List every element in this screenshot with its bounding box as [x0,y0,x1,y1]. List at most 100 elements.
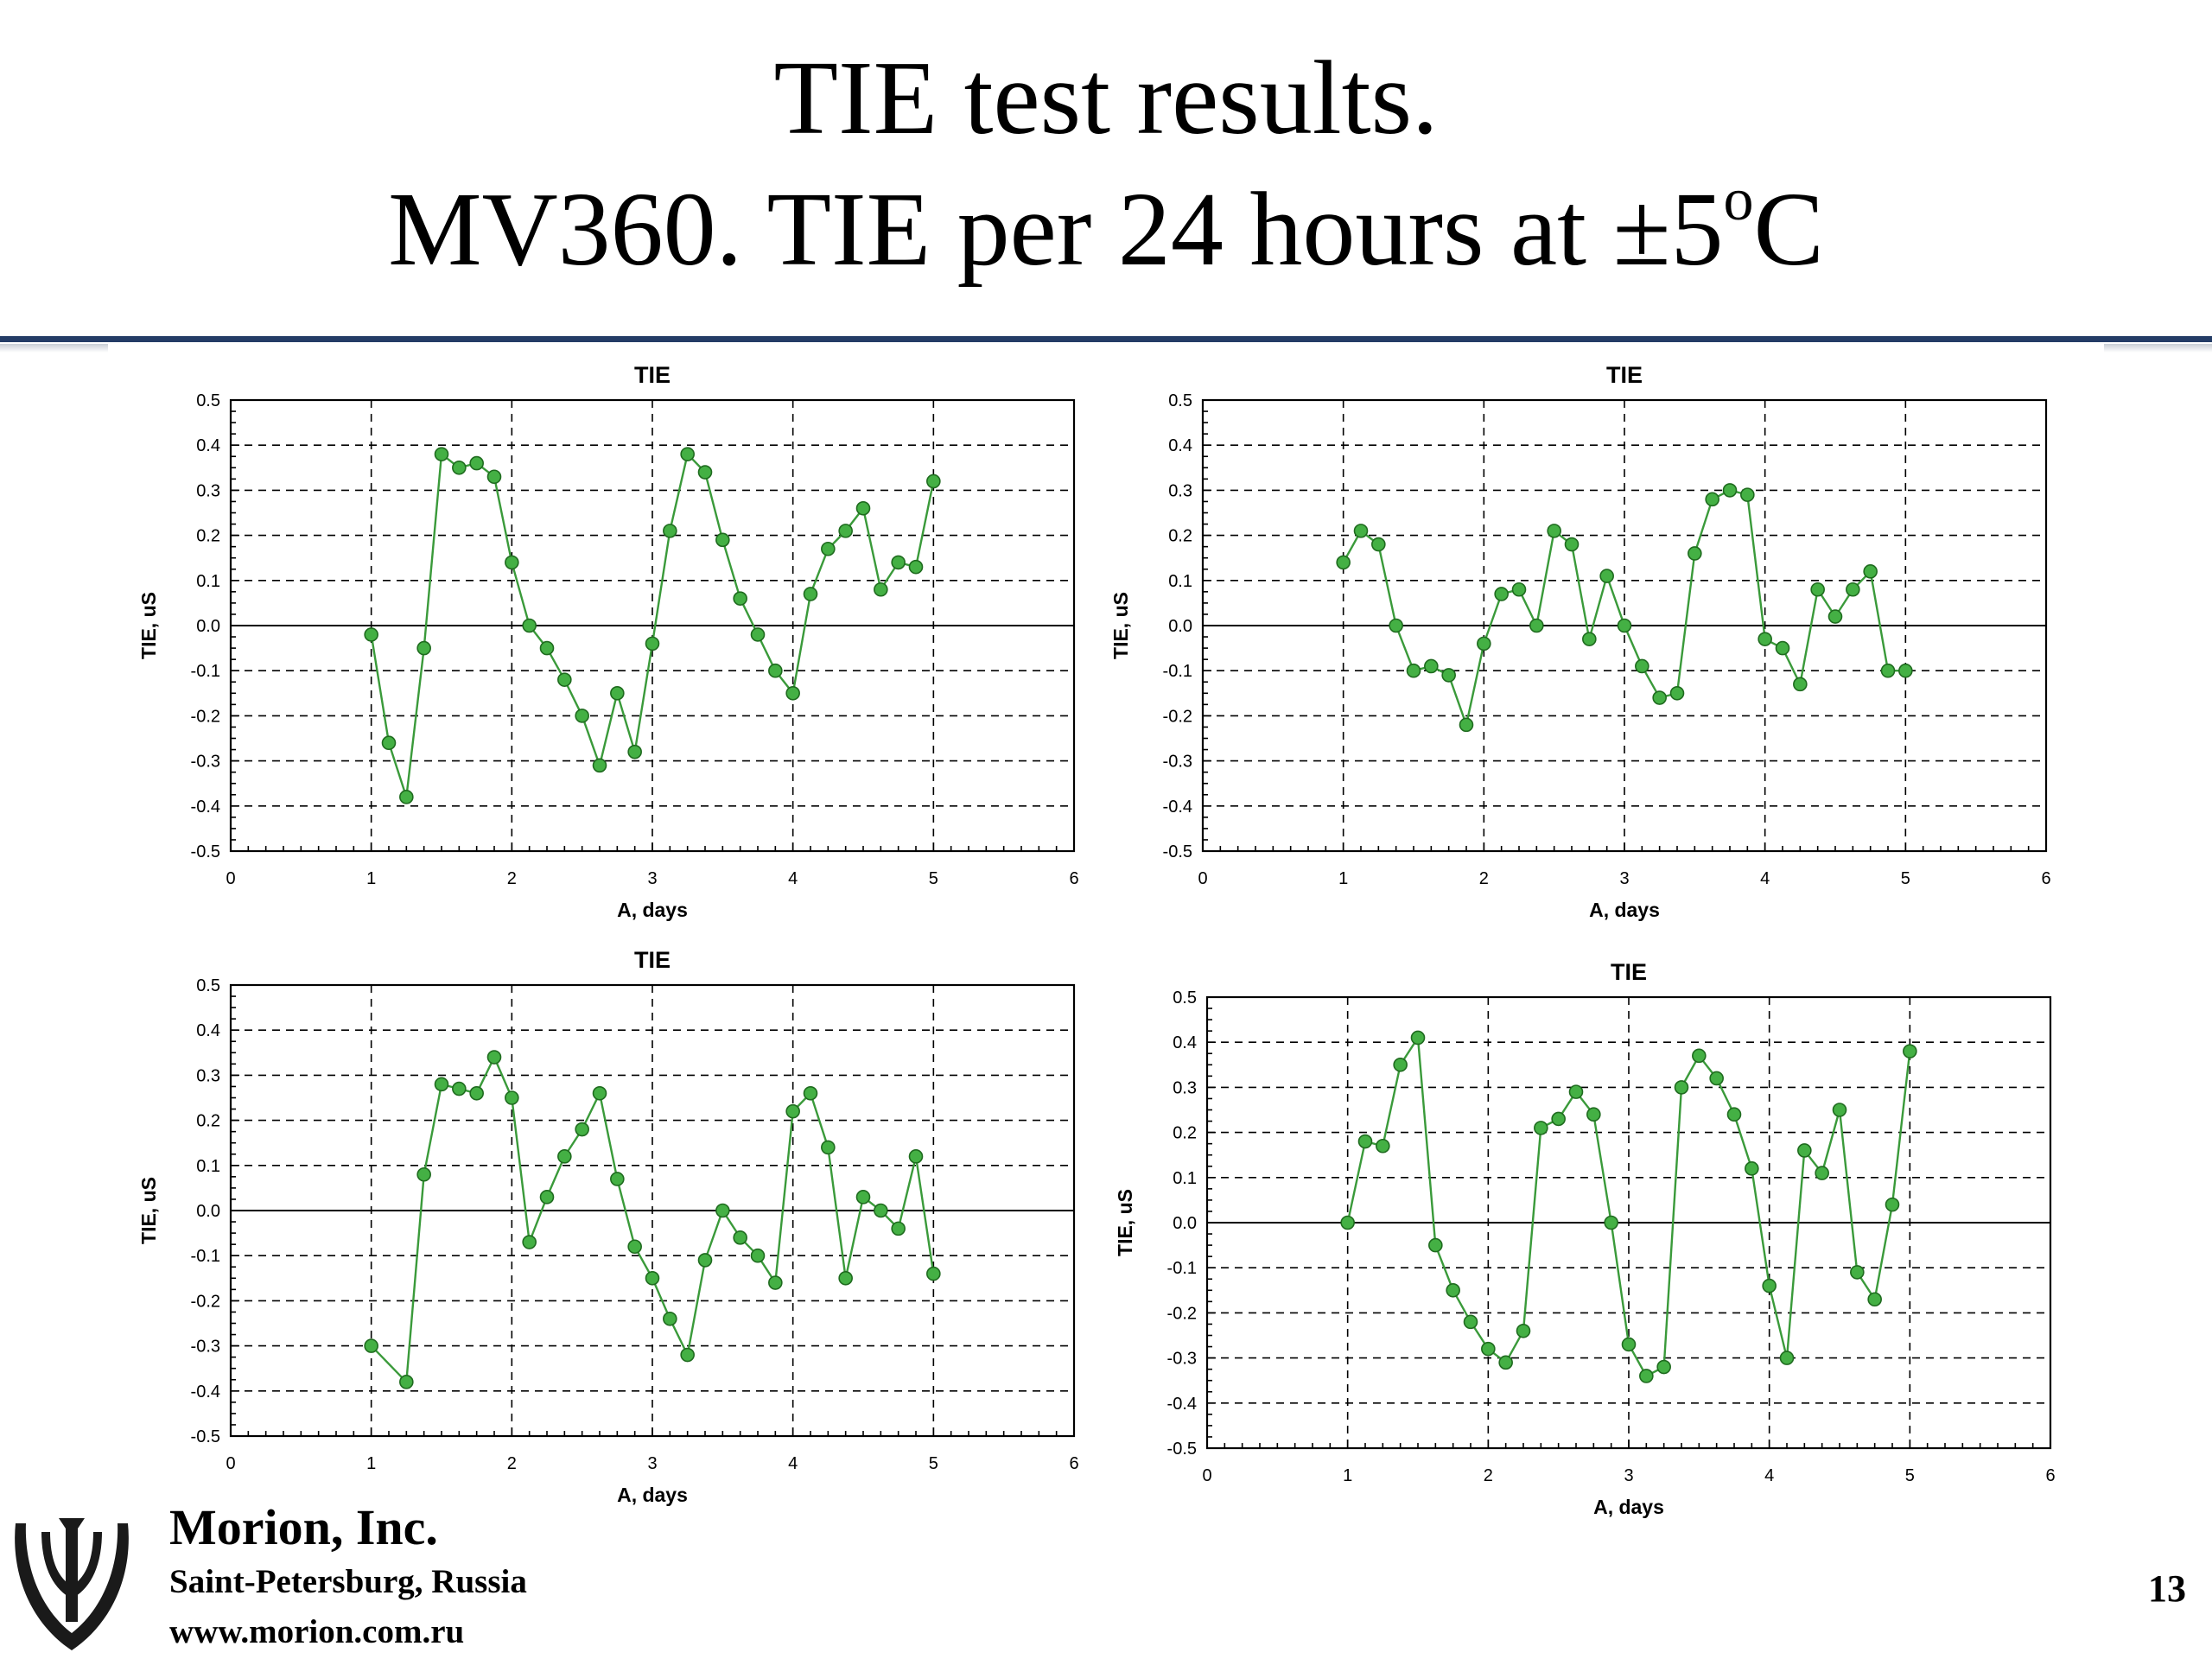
x-tick-label: 0 [226,1454,235,1473]
data-point [908,559,924,575]
data-point [874,582,888,597]
slide-title: TIE test results. MV360. TIE per 24 hour… [0,33,2212,296]
data-point [1441,668,1456,683]
data-point [785,685,800,701]
data-point [926,1266,941,1281]
data-point [627,744,642,760]
data-point [452,1081,467,1096]
data-point [750,1248,766,1263]
data-point [1815,1166,1829,1180]
y-tick-label: -0.1 [191,662,220,681]
data-point [1498,1355,1513,1370]
y-tick-label: 0.4 [1168,436,1192,455]
data-point [803,587,818,601]
x-tick-label: 0 [1198,869,1207,888]
data-point [715,1203,730,1218]
y-tick-label: 0.5 [1168,391,1192,410]
data-point [1621,1337,1637,1352]
data-point [1827,609,1843,624]
x-tick-label: 3 [647,1454,657,1473]
data-point [1705,492,1719,507]
data-point [1903,1044,1917,1058]
data-point [1547,524,1561,538]
data-point [1599,569,1614,583]
data-point [1674,1080,1689,1095]
x-tick-label: 2 [507,869,517,888]
data-point [1410,1030,1426,1046]
data-point [1376,1138,1390,1154]
data-point [1568,1084,1584,1099]
data-point [1494,587,1509,601]
y-tick-label: 0.1 [196,1157,220,1176]
y-axis-label: TIE, uS [137,1177,160,1244]
slide-title-line-1: TIE test results. [773,40,1439,156]
y-tick-label: 0.0 [1168,617,1192,636]
data-point [1885,1197,1900,1212]
data-point [908,1149,924,1164]
y-tick-label: 0.1 [196,572,220,591]
data-point [522,1235,537,1249]
y-tick-label: 0.5 [1173,988,1197,1007]
y-tick-label: 0.5 [196,976,220,995]
x-tick-label: 6 [2041,869,2050,888]
chart-title: TIE [634,362,671,388]
x-tick-label: 5 [929,1454,938,1473]
page-number: 13 [2148,1567,2186,1610]
x-tick-label: 2 [1484,1466,1493,1485]
data-point [1477,636,1491,652]
data-point [434,1077,449,1092]
y-tick-label: -0.2 [191,707,220,726]
y-tick-label: 0.3 [196,481,220,500]
data-point [399,1375,414,1389]
data-point [1740,487,1755,502]
x-tick-label: 3 [1624,1466,1633,1485]
title-divider-shadow-left [0,344,108,353]
data-point [486,469,502,485]
data-point [645,1270,660,1286]
company-website[interactable]: www.morion.com.ru [169,1613,465,1650]
x-tick-label: 2 [507,1454,517,1473]
data-point [1406,663,1421,678]
x-tick-label: 4 [1760,869,1770,888]
data-point [680,1347,695,1363]
data-point [891,555,906,570]
data-point [874,1203,888,1218]
y-tick-label: 0.0 [196,617,220,636]
x-tick-label: 5 [1901,869,1910,888]
data-point [1692,1048,1707,1064]
data-point [1463,1314,1478,1330]
data-point [1722,483,1738,498]
data-point [399,790,414,804]
y-tick-label: 0.3 [1173,1078,1197,1097]
x-tick-label: 1 [366,1454,376,1473]
data-point [1793,677,1808,692]
data-point [1688,546,1702,561]
data-point [416,1166,431,1182]
data-point [610,685,625,701]
data-point [1867,1292,1882,1307]
slide-title-line-2: MV360. TIE per 24 hours at ±5oC [0,164,2212,296]
x-tick-label: 1 [366,869,376,888]
x-axis-label: A, days [1593,1496,1664,1518]
y-tick-label: 0.2 [196,1112,220,1131]
y-tick-label: -0.1 [1167,1259,1197,1278]
chart-svg: -0.5 -0.4 -0.3 -0.2 -0.1 0.0 0.1 0.2 0.3 0.4 0.5 0 1… [137,947,1079,1506]
data-point [1357,1134,1373,1149]
data-point [750,627,766,642]
data-point [1617,618,1632,633]
data-point [1371,537,1386,552]
degree-superscript: o [1723,167,1754,233]
data-point [697,1253,713,1268]
y-tick-label: 0.2 [1173,1124,1197,1143]
data-point [1551,1111,1566,1127]
data-point [505,1090,519,1105]
data-point [592,1085,607,1101]
data-point [768,663,783,678]
data-point [663,524,677,538]
data-point [785,1103,800,1119]
data-point [697,465,713,480]
data-point [1850,1265,1865,1280]
data-point [1582,632,1597,646]
y-tick-label: -0.2 [1163,707,1192,726]
x-tick-label: 0 [226,869,235,888]
